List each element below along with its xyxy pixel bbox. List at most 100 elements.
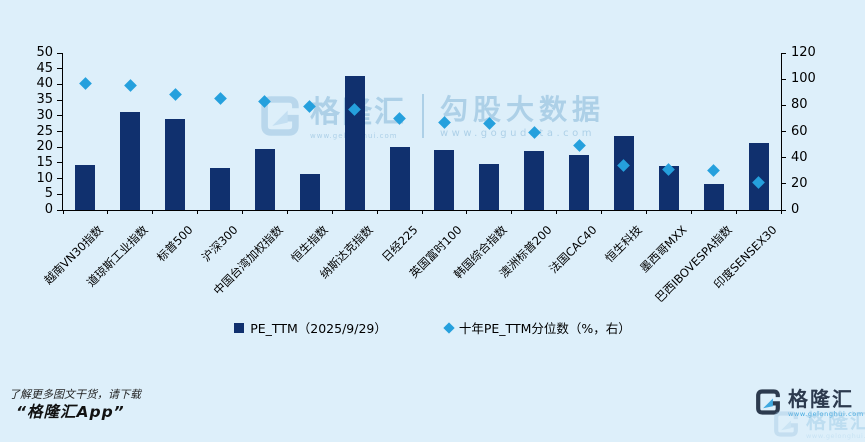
left-axis-tick-label: 45 <box>36 60 53 76</box>
x-axis-tick <box>645 210 647 214</box>
bar <box>344 76 365 210</box>
x-axis-tick <box>780 210 782 214</box>
left-axis-tick <box>57 146 62 148</box>
right-axis-tick <box>781 131 786 132</box>
percentile-marker <box>438 115 451 129</box>
percentile-marker <box>393 112 406 125</box>
watermark-product-text: 勾股大数据 <box>440 93 606 126</box>
gelonghui-logo-icon <box>774 411 798 437</box>
footer-app-name: “格隆汇App” <box>16 403 125 421</box>
left-axis-tick <box>57 193 62 195</box>
left-axis-tick <box>57 52 62 54</box>
bar <box>569 155 590 210</box>
logo-url-text: www.gelonghui.com <box>788 410 864 418</box>
logo-brand-text: 格隆汇 <box>788 387 854 411</box>
percentile-marker <box>572 139 586 153</box>
x-axis-tick <box>421 210 423 214</box>
legend-item-percentile: 十年PE_TTM分位数（%，右） <box>443 318 631 337</box>
x-axis-tick <box>197 210 199 214</box>
left-axis-tick-label: 0 <box>44 202 53 217</box>
left-axis-tick-label: 15 <box>36 154 53 170</box>
x-axis-tick <box>511 210 513 214</box>
chart-legend: PE_TTM（2025/9/29） 十年PE_TTM分位数（%，右） <box>0 318 865 337</box>
bar <box>524 150 545 210</box>
percentile-marker <box>168 88 182 102</box>
left-axis-tick <box>57 115 62 117</box>
left-axis-tick <box>57 209 62 211</box>
left-axis-tick-label: 50 <box>36 45 53 60</box>
left-axis-tick <box>57 178 62 180</box>
right-axis-tick-label: 60 <box>791 123 808 139</box>
bar <box>479 163 500 210</box>
bar <box>120 112 141 210</box>
watermark-product-url: www.gogudata.com <box>440 128 596 139</box>
right-axis-tick <box>781 157 786 159</box>
bar <box>434 150 455 210</box>
bar <box>658 166 679 210</box>
percentile-marker <box>527 126 541 140</box>
bar <box>165 118 186 210</box>
logo-url-text: www.gelonghui.com <box>806 432 865 440</box>
left-axis-tick <box>57 68 62 70</box>
bar <box>75 165 96 210</box>
bar <box>389 146 410 210</box>
x-axis-tick <box>556 210 558 214</box>
x-axis-tick <box>286 210 288 214</box>
right-axis-tick <box>781 183 786 185</box>
bar-series-swatch <box>234 322 245 333</box>
legend-item-pe-ttm: PE_TTM（2025/9/29） <box>234 318 387 337</box>
bar <box>299 174 320 210</box>
bar <box>613 136 634 210</box>
percentile-marker <box>123 79 137 93</box>
bar <box>210 167 231 210</box>
legend-label: PE_TTM（2025/9/29） <box>250 321 387 336</box>
x-axis-tick <box>331 210 333 214</box>
left-axis-tick <box>57 83 62 85</box>
left-axis-tick-label: 5 <box>44 186 53 202</box>
gelonghui-logo-icon <box>756 389 780 415</box>
left-axis-tick-label: 20 <box>36 139 53 155</box>
right-axis-tick <box>781 52 786 54</box>
left-axis-tick-label: 10 <box>36 170 53 186</box>
right-axis-tick-label: 40 <box>791 149 808 165</box>
percentile-marker <box>258 95 272 108</box>
right-axis-tick-label: 100 <box>791 71 816 87</box>
percentile-marker <box>482 117 496 131</box>
left-axis-tick <box>57 162 62 164</box>
right-axis-tick-label: 120 <box>791 45 816 60</box>
left-axis-tick <box>57 131 62 132</box>
left-axis-tick-label: 25 <box>36 123 53 139</box>
watermark-divider <box>422 94 424 138</box>
x-axis-tick <box>376 210 378 214</box>
x-axis-tick <box>466 210 468 214</box>
percentile-marker <box>79 76 92 90</box>
percentile-marker <box>707 164 721 178</box>
gelonghui-logo-watermark: 格隆汇 www.gelonghui.com <box>772 410 865 440</box>
x-axis-tick <box>601 210 602 214</box>
left-axis-tick-label: 30 <box>36 107 53 123</box>
x-axis-tick <box>690 210 692 214</box>
left-axis-tick-label: 40 <box>36 76 53 92</box>
left-axis-tick <box>57 99 62 101</box>
percentile-marker <box>303 100 317 114</box>
logo-brand-text: 格隆汇 <box>806 409 865 433</box>
gelonghui-logo: 格隆汇 www.gelonghui.com <box>754 388 864 418</box>
right-axis-tick-label: 0 <box>791 202 800 217</box>
x-axis-tick <box>107 210 109 214</box>
right-axis-tick <box>781 209 786 211</box>
percentile-marker <box>213 92 227 106</box>
diamond-series-swatch <box>443 321 455 334</box>
footer-note: 了解更多图文干货，请下载 <box>9 388 141 401</box>
right-axis-tick-label: 80 <box>791 97 808 113</box>
bar <box>254 148 275 210</box>
x-axis-tick <box>242 210 243 214</box>
right-axis-tick <box>781 78 786 80</box>
plot-area: 0 5 10 15 20 25 30 35 40 45 50 0 20 40 60 80 100 120 越南VN3… <box>36 46 815 306</box>
left-axis-tick-label: 35 <box>36 92 53 108</box>
gelonghui-logo-icon <box>261 96 299 136</box>
x-axis-tick <box>62 210 64 214</box>
right-axis-tick-label: 20 <box>791 175 808 191</box>
bar <box>703 184 724 210</box>
right-axis-tick <box>781 104 786 106</box>
